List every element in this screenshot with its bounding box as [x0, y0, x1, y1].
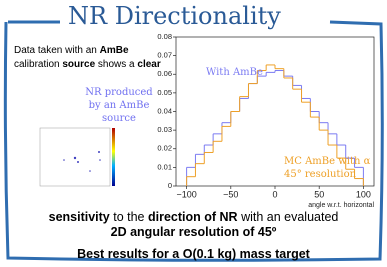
x-axis-label: angle w.r.t. horizontal — [308, 202, 374, 209]
conclusion-text: sensitivity to the direction of NR with … — [40, 210, 347, 240]
text-run: source — [62, 59, 95, 70]
slide: 00.010.020.030.040.050.060.070.08−100−50… — [0, 0, 387, 267]
intro-text: Data taken with an AmBe calibration sour… — [14, 44, 174, 72]
y-tick-label: 0.02 — [157, 144, 172, 153]
footer-text: Best results for a O(0.1 kg) mass target — [0, 247, 387, 261]
text-run: 2D angular resolution of 45º — [111, 225, 277, 239]
y-tick-label: 0.08 — [157, 32, 172, 41]
y-tick-label: 0.01 — [157, 162, 172, 171]
x-tick-label: −100 — [176, 189, 196, 199]
text-run: to the — [110, 210, 148, 224]
x-tick-label: −50 — [223, 189, 238, 199]
legend-label: With AmBe — [206, 66, 286, 79]
inset-plot — [40, 128, 115, 186]
y-tick-label: 0 — [168, 181, 172, 190]
slide-title: NR Directionality — [60, 2, 289, 30]
text-run: AmBe — [100, 45, 129, 56]
text-run: direction of NR — [148, 210, 238, 224]
x-tick-label: 100 — [356, 189, 371, 199]
y-tick-label: 0.03 — [157, 125, 172, 134]
text-run: clear — [137, 59, 160, 70]
text-run: Data taken with an — [14, 45, 100, 56]
text-run: sensitivity — [49, 210, 110, 224]
x-tick-label: 0 — [272, 189, 277, 199]
legend-label: MC AmBe with α 45° resolution — [284, 155, 374, 181]
inset-caption: NR produced by an AmBe source — [78, 86, 160, 125]
text-run: calibration — [14, 59, 62, 70]
text-run: with an evaluated — [238, 210, 339, 224]
x-tick-label: 50 — [314, 189, 324, 199]
text-run: shows a — [95, 59, 137, 70]
